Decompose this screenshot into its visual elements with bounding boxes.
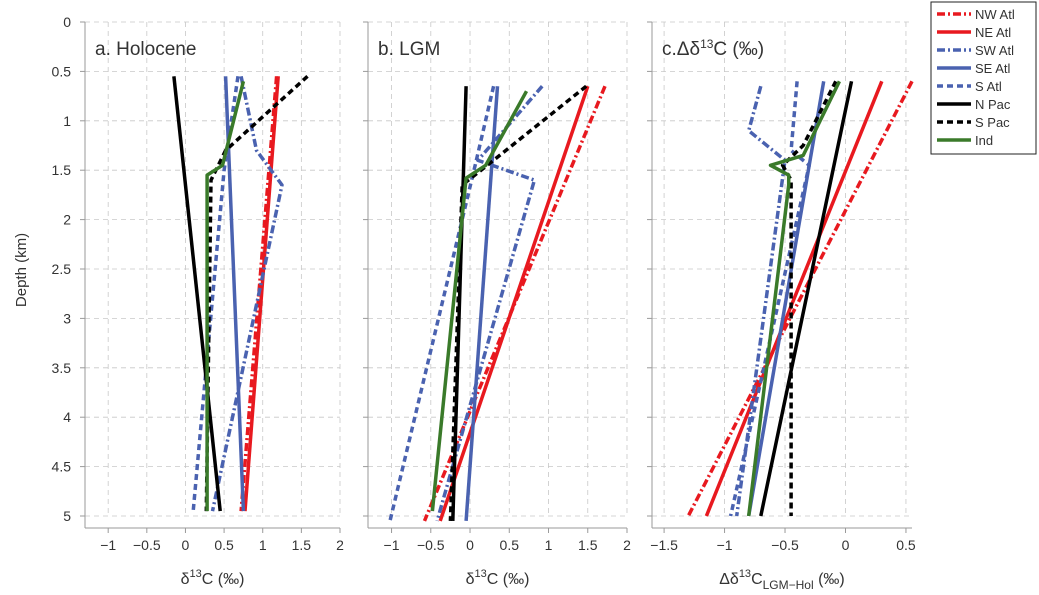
- text-layer: Depth (km) −1 −0.5 0 0.5 1 1.5 2 0 0.5 1 1.5 2 2.5 3 3…: [13, 14, 916, 592]
- x-tick-label: 2: [336, 537, 344, 553]
- x-tick-label: 0.5: [214, 537, 234, 553]
- series-line-nw-atl: [686, 80, 914, 517]
- y-tick-label: 1.5: [52, 162, 72, 178]
- x-tick-label: 0: [466, 537, 474, 553]
- series-line-s-pac: [204, 75, 309, 512]
- x-tick-label: 1: [545, 537, 553, 553]
- series-line-s-pac: [780, 80, 838, 516]
- legend: NW Atl NE Atl SW Atl SE Atl S Atl N Pac S Pac I…: [930, 1, 1037, 155]
- panel-title: c.Δδ13C (‰): [662, 37, 764, 60]
- series-line-s-atl: [191, 76, 240, 512]
- series-line-n-pac: [759, 80, 854, 517]
- legend-label: S Pac: [975, 115, 1010, 130]
- legend-label: S Atl: [975, 79, 1002, 94]
- series-line-s-atl: [388, 85, 496, 522]
- legend-label: NW Atl: [975, 7, 1015, 22]
- y-tick-label: 4.5: [52, 459, 72, 475]
- y-tick-label: 3.5: [52, 360, 72, 376]
- y-tick-label: 2.5: [52, 261, 72, 277]
- x-tick-label: −1: [384, 537, 400, 553]
- x-tick-label: 1: [259, 537, 267, 553]
- legend-box: [930, 1, 1037, 155]
- series-line-se-atl: [746, 81, 826, 517]
- x-tick-label: 2: [623, 537, 631, 553]
- legend-label: NE Atl: [975, 25, 1011, 40]
- y-tick-label: 0: [63, 14, 71, 30]
- series-line-ind: [746, 80, 841, 517]
- x-tick-label: −1: [100, 537, 116, 553]
- x-tick-label: −0.5: [417, 537, 445, 553]
- series-line-ind: [430, 90, 529, 512]
- series-line-ne-atl: [243, 76, 280, 512]
- x-axis-label: δ13C (‰): [466, 568, 530, 588]
- legend-label: Ind: [975, 133, 993, 148]
- x-tick-label: 0: [842, 537, 850, 553]
- series-line-ne-atl: [704, 80, 884, 517]
- grid-layer: [85, 21, 912, 517]
- series-line-ind: [205, 80, 246, 512]
- panel-title: a. Holocene: [95, 39, 196, 60]
- series-line-n-pac: [172, 76, 222, 512]
- x-tick-label: −1: [717, 537, 733, 553]
- series-line-nw-atl: [239, 76, 279, 512]
- series-line-ne-atl: [438, 85, 590, 522]
- x-tick-label: 1.5: [292, 537, 312, 553]
- x-tick-label: −0.5: [771, 537, 799, 553]
- x-axis-label: Δδ13CLGM−Hol (‰): [719, 568, 845, 592]
- series-line-s-atl: [728, 81, 811, 517]
- y-tick-label: 3: [63, 310, 71, 326]
- legend-label: SW Atl: [975, 43, 1014, 58]
- x-tick-label: −1.5: [650, 537, 678, 553]
- y-tick-label: 1: [63, 113, 71, 129]
- series-line-sw-atl: [734, 85, 787, 517]
- y-tick-label: 4: [63, 409, 71, 425]
- x-tick-label: 1.5: [578, 537, 598, 553]
- y-axis-label: Depth (km): [13, 233, 30, 307]
- x-tick-label: 0.5: [500, 537, 520, 553]
- series-line-s-pac: [448, 84, 588, 521]
- axes-layer: [80, 21, 912, 533]
- legend-label: N Pac: [975, 97, 1011, 112]
- x-tick-label: 0: [182, 537, 190, 553]
- y-tick-label: 0.5: [52, 63, 72, 79]
- x-tick-label: 0.5: [896, 537, 916, 553]
- y-tick-label: 5: [63, 508, 71, 524]
- series-layer: [172, 75, 914, 522]
- legend-label: SE Atl: [975, 61, 1011, 76]
- y-tick-label: 2: [63, 212, 71, 228]
- panel-title: b. LGM: [378, 39, 440, 60]
- series-line-se-atl: [464, 86, 500, 522]
- series-line-n-pac: [451, 86, 468, 521]
- x-axis-label: δ13C (‰): [181, 568, 245, 588]
- series-line-sw-atl: [210, 75, 284, 512]
- x-tick-label: −0.5: [133, 537, 161, 553]
